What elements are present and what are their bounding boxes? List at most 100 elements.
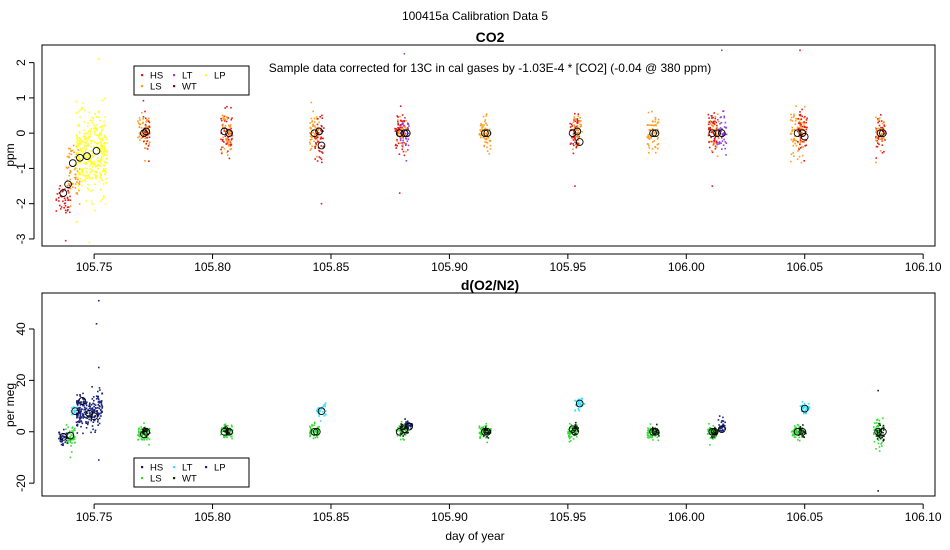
data-point	[402, 144, 404, 146]
data-point	[148, 126, 151, 128]
data-point	[479, 134, 482, 137]
data-point	[95, 142, 98, 144]
data-point	[808, 402, 810, 405]
data-point	[711, 128, 713, 131]
data-point	[74, 435, 76, 438]
data-point	[315, 137, 318, 140]
data-point	[405, 142, 407, 145]
data-point	[792, 433, 794, 435]
data-point	[79, 406, 81, 409]
data-point	[400, 430, 402, 433]
data-point	[223, 435, 225, 438]
y-tick-label: -3	[14, 233, 28, 244]
data-point	[313, 422, 316, 425]
data-point	[101, 158, 103, 161]
data-point	[310, 147, 313, 150]
data-point	[69, 211, 71, 214]
data-point	[575, 143, 577, 145]
x-tick-label: 105.80	[194, 510, 231, 524]
mean-marker	[395, 427, 404, 436]
data-point	[873, 433, 875, 435]
data-point	[408, 125, 410, 127]
data-point	[105, 181, 107, 184]
data-point	[226, 425, 229, 427]
data-point	[573, 134, 575, 136]
data-point	[103, 145, 106, 147]
data-point	[794, 429, 797, 431]
data-point	[70, 434, 72, 436]
data-point	[58, 187, 61, 190]
data-point	[708, 131, 711, 133]
data-point	[95, 175, 97, 177]
data-point	[139, 435, 141, 438]
mean-marker	[142, 127, 151, 136]
data-point	[882, 424, 885, 427]
data-point	[309, 135, 312, 138]
data-point	[567, 431, 569, 433]
data-point	[89, 171, 92, 174]
mean-marker	[798, 427, 807, 436]
data-point	[802, 410, 804, 412]
data-point	[877, 442, 880, 445]
data-point	[575, 404, 577, 406]
data-point	[101, 198, 103, 200]
data-point	[315, 118, 318, 120]
data-point	[803, 122, 805, 124]
data-point	[60, 435, 63, 437]
data-point	[656, 138, 659, 140]
legend-swatch	[173, 466, 176, 469]
data-point	[881, 445, 883, 447]
data-point	[715, 133, 718, 136]
data-point	[99, 161, 101, 163]
data-point	[71, 149, 74, 152]
data-point	[875, 116, 877, 119]
data-point	[878, 446, 881, 448]
data-point	[799, 125, 802, 128]
data-point	[76, 193, 79, 195]
data-point	[656, 431, 659, 434]
x-tick-label: 105.95	[549, 260, 586, 274]
data-point	[884, 139, 886, 141]
data-point	[575, 425, 578, 428]
data-point	[711, 140, 713, 143]
data-point	[77, 184, 80, 187]
data-point	[85, 404, 88, 407]
data-point	[69, 436, 71, 438]
data-point	[229, 124, 232, 126]
data-point	[572, 136, 574, 139]
data-point	[75, 221, 78, 223]
data-point	[66, 442, 69, 445]
data-point	[573, 433, 576, 435]
mean-marker	[793, 129, 802, 138]
data-point	[319, 157, 322, 159]
data-point	[73, 406, 76, 408]
mean-marker	[310, 427, 319, 436]
data-point	[800, 131, 803, 134]
data-point	[712, 125, 714, 128]
data-point	[573, 118, 575, 121]
data-point	[91, 166, 94, 168]
data-point	[794, 142, 796, 145]
data-point	[321, 152, 324, 154]
x-tick-label: 105.85	[313, 510, 350, 524]
data-point	[408, 132, 410, 135]
data-point	[84, 135, 86, 137]
data-point	[568, 437, 571, 440]
data-point	[85, 175, 87, 177]
data-point	[797, 128, 800, 130]
data-point	[93, 128, 95, 130]
data-point	[90, 419, 92, 422]
data-point	[226, 118, 228, 120]
data-point	[98, 160, 101, 162]
data-point	[62, 200, 64, 203]
data-point	[309, 149, 312, 151]
data-point	[84, 154, 87, 156]
data-point	[87, 415, 90, 418]
data-point	[87, 183, 89, 186]
data-point	[84, 167, 87, 170]
data-point	[718, 415, 721, 417]
data-point	[84, 413, 87, 416]
data-point	[320, 130, 323, 132]
data-point	[311, 425, 313, 427]
data-point	[800, 161, 803, 164]
